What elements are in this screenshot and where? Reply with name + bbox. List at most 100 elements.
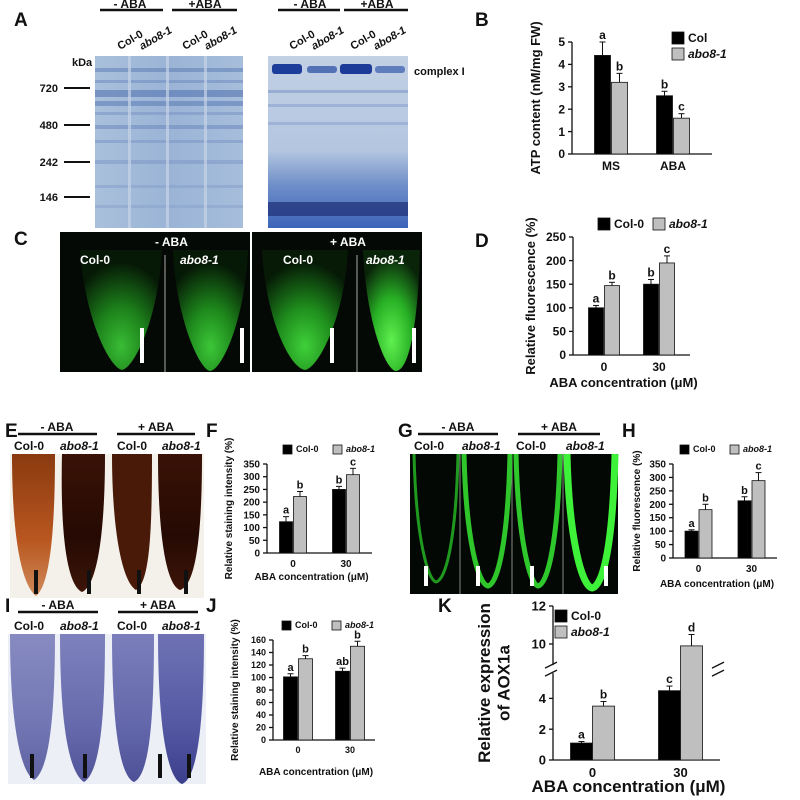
panel-e-lane: abo8-1 bbox=[60, 439, 99, 453]
bar bbox=[570, 742, 593, 761]
bar bbox=[604, 285, 620, 356]
gel-header-minus-aba: - ABA bbox=[294, 0, 327, 11]
bar bbox=[684, 530, 699, 559]
significance-letter: c bbox=[350, 456, 356, 468]
y-tick-label: 100 bbox=[243, 523, 260, 534]
legend-label: Col-0 bbox=[614, 217, 644, 231]
gel-kda-label: kDa bbox=[72, 57, 93, 69]
bar bbox=[592, 705, 615, 761]
legend-swatch bbox=[282, 444, 293, 455]
y-tick-label: 150 bbox=[243, 510, 260, 521]
y-tick-label: 5 bbox=[558, 35, 565, 49]
significance-letter: c bbox=[755, 461, 761, 473]
bar bbox=[279, 521, 293, 554]
y-tick-label: 300 bbox=[243, 472, 260, 483]
x-tick-label: 0 bbox=[601, 360, 608, 374]
legend-label: abo8-1 bbox=[743, 444, 772, 454]
bar bbox=[680, 645, 703, 761]
y-tick-label: 40 bbox=[256, 710, 266, 720]
significance-letter: a bbox=[283, 505, 290, 517]
y-axis-label: ATP content (nM/mg FW) bbox=[528, 21, 543, 174]
panel-g-header: - ABA bbox=[442, 420, 475, 434]
x-tick-label: 0 bbox=[696, 564, 702, 575]
panel-c-images: - ABA Col-0 abo8-1 + ABA Col-0 abo8-1 bbox=[60, 232, 422, 372]
y-tick-label: 300 bbox=[649, 473, 666, 484]
significance-letter: b bbox=[741, 485, 748, 497]
bar bbox=[643, 283, 659, 356]
legend-label: abo8-1 bbox=[669, 217, 708, 231]
gel-marker-480: 480 bbox=[40, 120, 58, 132]
panel-g-images: - ABA + ABA Col-0 abo8-1 Col-0 abo8-1 bbox=[410, 420, 619, 594]
panel-e-lane: Col-0 bbox=[14, 439, 44, 453]
y-tick-label: 0 bbox=[254, 549, 260, 560]
y-tick-label: 100 bbox=[546, 301, 566, 315]
y-axis-label-line: of AOX1a bbox=[495, 645, 514, 721]
significance-letter: c bbox=[664, 242, 671, 256]
y-tick-label: 4 bbox=[539, 691, 547, 706]
legend-swatch bbox=[281, 620, 292, 631]
legend-swatch bbox=[671, 47, 685, 61]
y-tick-label: 350 bbox=[649, 460, 666, 471]
y-tick-label: 80 bbox=[256, 685, 266, 695]
significance-letter: b bbox=[702, 492, 709, 504]
legend-label: abo8-1 bbox=[345, 620, 374, 630]
legend-label: Col bbox=[688, 31, 707, 45]
scale-bar bbox=[30, 754, 34, 778]
significance-letter: b bbox=[336, 474, 343, 486]
significance-letter: b bbox=[661, 77, 668, 91]
significance-letter: d bbox=[688, 620, 695, 634]
bar bbox=[698, 509, 713, 559]
scale-bar bbox=[184, 570, 188, 594]
bar bbox=[350, 645, 365, 741]
gel-header-plus-aba: +ABA bbox=[188, 0, 221, 11]
significance-letter: b bbox=[600, 687, 607, 701]
panel-i-lane: Col-0 bbox=[14, 619, 44, 633]
panel-i-lane: abo8-1 bbox=[60, 619, 99, 633]
gel-marker-720: 720 bbox=[40, 83, 58, 95]
y-axis-label-line: Relative expression bbox=[475, 603, 494, 763]
y-axis-label: Relative staining intensity (%) bbox=[224, 438, 235, 580]
significance-letter: a bbox=[593, 291, 600, 305]
legend-swatch bbox=[652, 217, 666, 231]
y-tick-label: 160 bbox=[251, 635, 266, 645]
panel-e-header: - ABA bbox=[41, 420, 74, 434]
y-tick-label: 0 bbox=[261, 735, 266, 745]
panel-i-header: - ABA bbox=[42, 598, 75, 612]
y-tick-label: 150 bbox=[546, 277, 566, 291]
legend-label: Col-0 bbox=[693, 444, 716, 454]
panel-label-j: J bbox=[206, 596, 217, 617]
y-tick-label: 0 bbox=[558, 147, 565, 161]
panel-g-lane: abo8-1 bbox=[462, 439, 501, 453]
x-axis-label: ABA concentration (μM) bbox=[254, 572, 368, 583]
x-axis-label: ABA concentration (μM) bbox=[259, 767, 373, 778]
axis-break-mark bbox=[711, 669, 725, 677]
axis-break-mark bbox=[711, 661, 725, 669]
y-tick-label: 100 bbox=[649, 527, 666, 538]
panel-c-genotype-label: abo8-1 bbox=[180, 253, 219, 267]
y-tick-label: 250 bbox=[243, 485, 260, 496]
axis-break-mark bbox=[544, 661, 558, 669]
y-tick-label: 200 bbox=[649, 500, 666, 511]
legend-label: abo8-1 bbox=[688, 47, 727, 61]
gel-lane-label: abo8-1 bbox=[138, 24, 175, 52]
significance-letter: a bbox=[578, 728, 585, 742]
y-tick-label: 12 bbox=[532, 599, 546, 614]
scale-bar bbox=[187, 754, 191, 778]
y-tick-label: 200 bbox=[243, 498, 260, 509]
scale-bar bbox=[604, 566, 608, 586]
y-tick-label: 120 bbox=[251, 660, 266, 670]
bar bbox=[737, 500, 752, 559]
significance-letter: b bbox=[647, 265, 654, 279]
bar bbox=[346, 474, 360, 554]
scale-bar bbox=[330, 328, 334, 363]
x-tick-label: 30 bbox=[673, 765, 687, 780]
panel-c-genotype-label: Col-0 bbox=[283, 253, 313, 267]
y-axis-label: Relative fluorescence (%) bbox=[632, 450, 643, 571]
y-tick-label: 200 bbox=[546, 254, 566, 268]
bar bbox=[298, 658, 313, 741]
bar bbox=[611, 81, 628, 155]
panel-label-h: H bbox=[622, 421, 636, 442]
